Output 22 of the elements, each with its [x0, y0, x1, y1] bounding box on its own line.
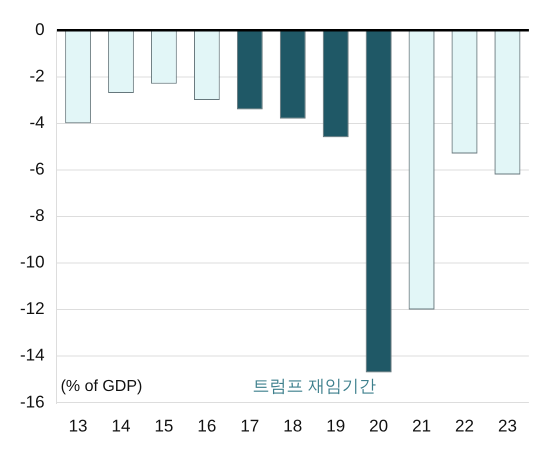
x-tick-label: 22 — [455, 416, 474, 436]
x-tick-label: 17 — [240, 416, 260, 436]
x-tick-label: 18 — [283, 416, 302, 436]
y-tick-label: -16 — [20, 392, 45, 412]
x-tick-label: 20 — [369, 416, 388, 436]
x-tick-label: 21 — [412, 416, 432, 436]
y-tick-label: -12 — [20, 299, 45, 318]
x-tick-label: 19 — [326, 416, 346, 436]
y-tick-label: -6 — [29, 160, 45, 179]
y-tick-label: 0 — [35, 20, 45, 39]
x-tick-label: 16 — [197, 416, 216, 436]
y-tick-label: -8 — [29, 206, 45, 226]
x-tick-label: 13 — [68, 416, 88, 436]
y-tick-label: -4 — [29, 112, 45, 132]
y-tick-label: -10 — [20, 252, 45, 272]
y-tick-label: -14 — [20, 346, 45, 365]
annotation: 트럼프 재임기간 — [252, 376, 376, 396]
x-tick-label: 15 — [154, 416, 174, 436]
annotation: (% of GDP) — [60, 378, 142, 396]
y-tick-label: -2 — [29, 66, 45, 86]
x-tick-label: 14 — [112, 416, 130, 436]
x-tick-label: 23 — [498, 416, 517, 436]
